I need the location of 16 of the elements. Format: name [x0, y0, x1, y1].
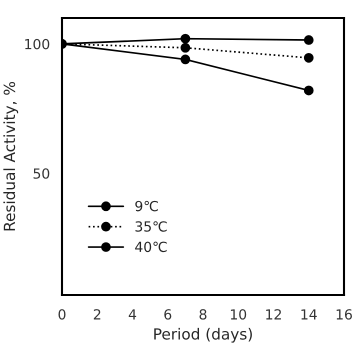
x-tick-label: 6: [164, 309, 172, 320]
x-tick-label: 16: [336, 309, 352, 320]
x-axis-title: Period (days): [154, 328, 252, 343]
y-axis-title: Residual Activity, %: [3, 82, 18, 230]
x-tick-label: 4: [128, 309, 136, 320]
x-tick-label: 0: [58, 309, 66, 320]
x-tick-label: 8: [200, 309, 206, 320]
legend-label: 9℃: [135, 200, 158, 212]
x-tick-label: 10: [230, 309, 246, 320]
legend-label: 40℃: [135, 242, 167, 252]
x-tick-label: 12: [266, 309, 281, 320]
y-tick-label: 50: [34, 168, 50, 179]
x-tick-label: 14: [301, 309, 317, 320]
y-tick-label: 100: [25, 38, 50, 50]
legend-label: 35℃: [135, 221, 167, 232]
x-tick-label: 2: [94, 309, 100, 320]
